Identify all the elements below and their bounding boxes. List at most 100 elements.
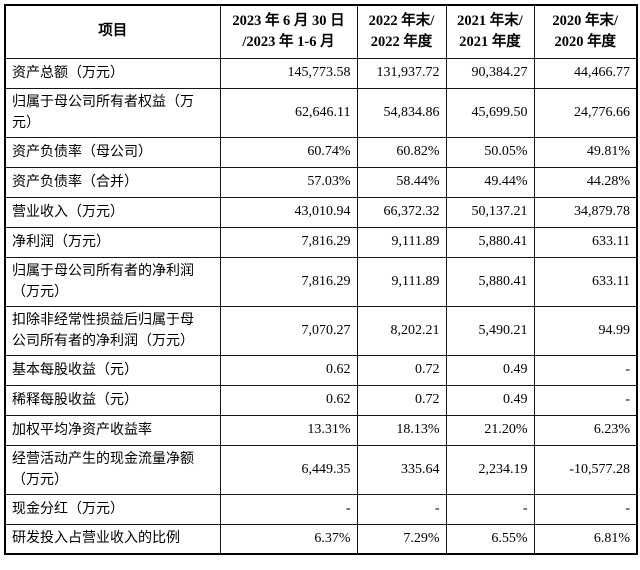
document-page: 项目 2023 年 6 月 30 日 /2023 年 1-6 月 2022 年末… <box>4 4 638 555</box>
value-cell: 2,234.19 <box>445 444 535 495</box>
value-cell: 6,449.35 <box>219 444 358 495</box>
value-cell: 7.29% <box>356 523 447 555</box>
header-label-line2: 2022 年度 <box>370 33 433 50</box>
item-cell: 稀释每股收益（元） <box>4 384 221 416</box>
header-label-line2: /2023 年 1-6 月 <box>242 33 335 50</box>
table-row: 资产负债率（母公司） 60.74% 60.82% 50.05% 49.81% <box>4 136 638 168</box>
value-cell: 7,070.27 <box>219 305 358 356</box>
table-row: 净利润（万元） 7,816.29 9,111.89 5,880.41 633.1… <box>4 226 638 258</box>
item-cell: 归属于母公司所有者的净利润（万元） <box>4 256 221 307</box>
table-header: 项目 2023 年 6 月 30 日 /2023 年 1-6 月 2022 年末… <box>4 4 638 59</box>
value-cell: 54,834.86 <box>356 87 447 138</box>
value-cell: 9,111.89 <box>356 256 447 307</box>
value-cell: 6.23% <box>533 414 638 446</box>
value-cell: 335.64 <box>356 444 447 495</box>
value-cell: 57.03% <box>219 166 358 198</box>
table-row: 归属于母公司所有者的净利润（万元） 7,816.29 9,111.89 5,88… <box>4 256 638 307</box>
table-row: 扣除非经常性损益后归属于母公司所有者的净利润（万元） 7,070.27 8,20… <box>4 305 638 356</box>
value-cell: 7,816.29 <box>219 226 358 258</box>
header-label-line1: 2020 年末/ <box>552 12 619 29</box>
header-label-line1: 2023 年 6 月 30 日 <box>232 12 345 29</box>
table-row: 现金分红（万元） - - - - <box>4 493 638 525</box>
table-row: 研发投入占营业收入的比例 6.37% 7.29% 6.55% 6.81% <box>4 523 638 555</box>
value-cell: - <box>533 493 638 525</box>
value-cell: 21.20% <box>445 414 535 446</box>
header-cell-item: 项目 <box>4 4 221 59</box>
value-cell: 0.72 <box>356 354 447 386</box>
value-cell: 94.99 <box>533 305 638 356</box>
item-cell: 归属于母公司所有者权益（万元） <box>4 87 221 138</box>
value-cell: -10,577.28 <box>533 444 638 495</box>
value-cell: 44.28% <box>533 166 638 198</box>
value-cell: 0.72 <box>356 384 447 416</box>
value-cell: 24,776.66 <box>533 87 638 138</box>
value-cell: 5,880.41 <box>445 226 535 258</box>
value-cell: 50,137.21 <box>445 196 535 228</box>
header-label-line1: 2021 年末/ <box>457 12 523 29</box>
table-row: 经营活动产生的现金流量净额（万元） 6,449.35 335.64 2,234.… <box>4 444 638 495</box>
item-cell: 资产负债率（合并） <box>4 166 221 198</box>
value-cell: 60.82% <box>356 136 447 168</box>
value-cell: 6.37% <box>219 523 358 555</box>
item-cell: 研发投入占营业收入的比例 <box>4 523 221 555</box>
financial-summary-table: 项目 2023 年 6 月 30 日 /2023 年 1-6 月 2022 年末… <box>4 4 638 555</box>
item-cell: 扣除非经常性损益后归属于母公司所有者的净利润（万元） <box>4 305 221 356</box>
value-cell: 58.44% <box>356 166 447 198</box>
value-cell: 633.11 <box>533 256 638 307</box>
table-row: 资产总额（万元） 145,773.58 131,937.72 90,384.27… <box>4 57 638 89</box>
value-cell: 0.49 <box>445 384 535 416</box>
header-label-line2: 2020 年度 <box>554 33 617 50</box>
item-cell: 资产负债率（母公司） <box>4 136 221 168</box>
value-cell: 145,773.58 <box>219 57 358 89</box>
value-cell: 50.05% <box>445 136 535 168</box>
item-cell: 基本每股收益（元） <box>4 354 221 386</box>
value-cell: 633.11 <box>533 226 638 258</box>
value-cell: 45,699.50 <box>445 87 535 138</box>
header-label: 项目 <box>98 23 128 40</box>
value-cell: 60.74% <box>219 136 358 168</box>
item-cell: 现金分红（万元） <box>4 493 221 525</box>
header-cell-2021: 2021 年末/ 2021 年度 <box>445 4 535 59</box>
value-cell: 0.49 <box>445 354 535 386</box>
header-label-line2: 2021 年度 <box>459 33 521 50</box>
table-row: 营业收入（万元） 43,010.94 66,372.32 50,137.21 3… <box>4 196 638 228</box>
item-cell: 经营活动产生的现金流量净额（万元） <box>4 444 221 495</box>
value-cell: 18.13% <box>356 414 447 446</box>
table-row: 资产负债率（合并） 57.03% 58.44% 49.44% 44.28% <box>4 166 638 198</box>
value-cell: - <box>533 354 638 386</box>
item-cell: 资产总额（万元） <box>4 57 221 89</box>
value-cell: 49.81% <box>533 136 638 168</box>
header-cell-2022: 2022 年末/ 2022 年度 <box>356 4 447 59</box>
value-cell: - <box>219 493 358 525</box>
item-cell: 营业收入（万元） <box>4 196 221 228</box>
item-cell: 净利润（万元） <box>4 226 221 258</box>
value-cell: 131,937.72 <box>356 57 447 89</box>
table-row: 稀释每股收益（元） 0.62 0.72 0.49 - <box>4 384 638 416</box>
value-cell: 0.62 <box>219 354 358 386</box>
header-cell-2020: 2020 年末/ 2020 年度 <box>533 4 638 59</box>
table-body: 资产总额（万元） 145,773.58 131,937.72 90,384.27… <box>4 57 638 555</box>
value-cell: 6.81% <box>533 523 638 555</box>
value-cell: 13.31% <box>219 414 358 446</box>
value-cell: 0.62 <box>219 384 358 416</box>
value-cell: 8,202.21 <box>356 305 447 356</box>
value-cell: 62,646.11 <box>219 87 358 138</box>
value-cell: - <box>356 493 447 525</box>
value-cell: - <box>533 384 638 416</box>
value-cell: 7,816.29 <box>219 256 358 307</box>
table-row: 基本每股收益（元） 0.62 0.72 0.49 - <box>4 354 638 386</box>
header-row: 项目 2023 年 6 月 30 日 /2023 年 1-6 月 2022 年末… <box>4 4 638 59</box>
value-cell: - <box>445 493 535 525</box>
value-cell: 90,384.27 <box>445 57 535 89</box>
value-cell: 6.55% <box>445 523 535 555</box>
value-cell: 44,466.77 <box>533 57 638 89</box>
value-cell: 66,372.32 <box>356 196 447 228</box>
value-cell: 49.44% <box>445 166 535 198</box>
header-label-line1: 2022 年末/ <box>368 12 435 29</box>
value-cell: 5,880.41 <box>445 256 535 307</box>
table-row: 归属于母公司所有者权益（万元） 62,646.11 54,834.86 45,6… <box>4 87 638 138</box>
value-cell: 34,879.78 <box>533 196 638 228</box>
value-cell: 9,111.89 <box>356 226 447 258</box>
value-cell: 5,490.21 <box>445 305 535 356</box>
header-cell-2023: 2023 年 6 月 30 日 /2023 年 1-6 月 <box>219 4 358 59</box>
